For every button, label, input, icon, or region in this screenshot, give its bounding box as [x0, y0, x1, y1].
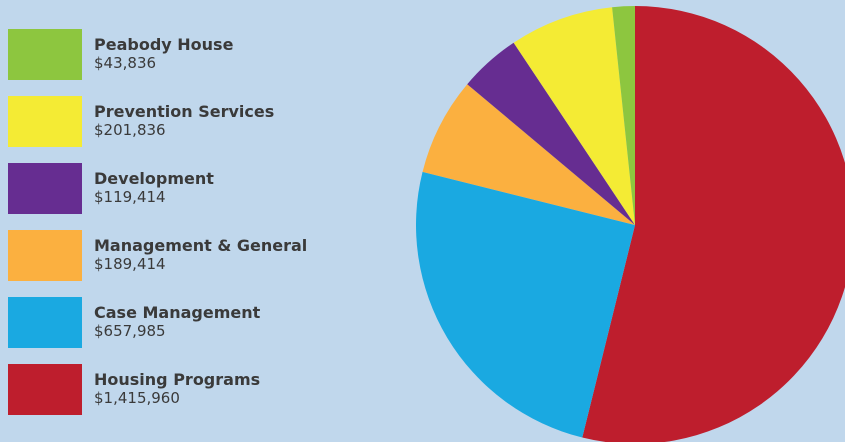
legend-label: Prevention Services — [94, 102, 275, 121]
legend-item-housing-programs: Housing Programs $1,415,960 — [8, 364, 388, 416]
pie-slice-housing-programs — [582, 6, 845, 442]
legend-label: Peabody House — [94, 35, 234, 54]
legend-swatch — [8, 364, 82, 415]
pie-slice-development — [467, 42, 635, 225]
legend-label: Development — [94, 169, 214, 188]
legend-swatch — [8, 96, 82, 147]
legend-value: $657,985 — [94, 322, 166, 340]
legend-value: $119,414 — [94, 188, 166, 206]
legend-label: Housing Programs — [94, 370, 261, 389]
legend-item-prevention-services: Prevention Services $201,836 — [8, 96, 388, 148]
legend-item-development: Development $119,414 — [8, 163, 388, 215]
legend-swatch — [8, 297, 82, 348]
pie-slice-case-management — [416, 171, 635, 438]
legend-item-peabody-house: Peabody House $43,836 — [8, 29, 388, 81]
legend-swatch — [8, 230, 82, 281]
legend-value: $189,414 — [94, 255, 166, 273]
pie-slice-peabody-house — [612, 6, 635, 225]
legend-label: Management & General — [94, 236, 308, 255]
legend-value: $201,836 — [94, 121, 166, 139]
legend-value: $43,836 — [94, 54, 157, 72]
pie-slice-management-and-general — [422, 84, 635, 225]
legend-item-case-management: Case Management $657,985 — [8, 297, 388, 349]
pie-slice-prevention-services — [513, 7, 635, 226]
legend-swatch — [8, 163, 82, 214]
legend-label: Case Management — [94, 303, 261, 322]
legend-swatch — [8, 29, 82, 80]
legend-item-management-and-general: Management & General $189,414 — [8, 230, 388, 282]
legend-value: $1,415,960 — [94, 389, 180, 407]
